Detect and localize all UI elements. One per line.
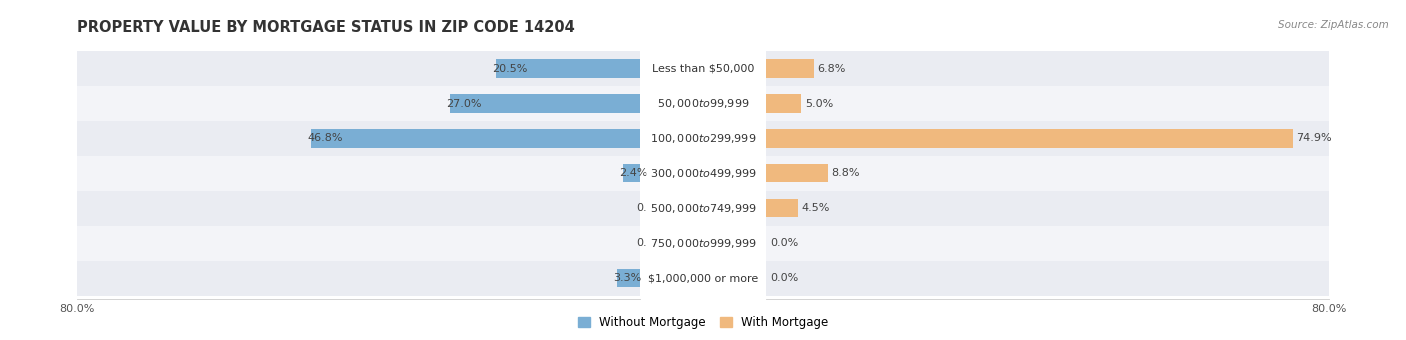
Text: 4.5%: 4.5% <box>801 203 830 213</box>
Text: 2.4%: 2.4% <box>620 168 648 179</box>
Bar <box>77 86 640 121</box>
Bar <box>766 191 1329 226</box>
Bar <box>77 156 640 191</box>
Text: 0.0%: 0.0% <box>637 203 665 213</box>
Text: 0.0%: 0.0% <box>637 238 665 248</box>
Bar <box>617 269 640 287</box>
Text: $500,000 to $749,999: $500,000 to $749,999 <box>650 202 756 215</box>
Text: 8.8%: 8.8% <box>832 168 860 179</box>
Text: $50,000 to $99,999: $50,000 to $99,999 <box>657 97 749 110</box>
Bar <box>623 164 640 183</box>
Bar <box>766 199 799 218</box>
Bar <box>450 95 640 113</box>
Text: 3.3%: 3.3% <box>613 273 641 283</box>
Text: PROPERTY VALUE BY MORTGAGE STATUS IN ZIP CODE 14204: PROPERTY VALUE BY MORTGAGE STATUS IN ZIP… <box>77 20 575 35</box>
Text: Source: ZipAtlas.com: Source: ZipAtlas.com <box>1278 20 1389 30</box>
Text: Less than $50,000: Less than $50,000 <box>652 64 754 73</box>
Text: 0.0%: 0.0% <box>770 273 799 283</box>
Bar <box>77 261 640 296</box>
Text: $100,000 to $299,999: $100,000 to $299,999 <box>650 132 756 145</box>
Bar <box>311 130 640 148</box>
Text: $750,000 to $999,999: $750,000 to $999,999 <box>650 237 756 250</box>
Text: 5.0%: 5.0% <box>806 99 834 108</box>
Legend: Without Mortgage, With Mortgage: Without Mortgage, With Mortgage <box>574 312 832 334</box>
Text: 74.9%: 74.9% <box>1296 134 1331 143</box>
Bar <box>77 121 640 156</box>
Bar <box>766 59 814 78</box>
Text: $300,000 to $499,999: $300,000 to $499,999 <box>650 167 756 180</box>
Bar <box>766 261 1329 296</box>
Bar <box>766 51 1329 86</box>
Bar <box>766 130 1294 148</box>
Text: 20.5%: 20.5% <box>492 64 527 73</box>
Text: 6.8%: 6.8% <box>818 64 846 73</box>
Bar <box>766 86 1329 121</box>
Text: 0.0%: 0.0% <box>770 238 799 248</box>
Bar <box>77 51 640 86</box>
Text: 46.8%: 46.8% <box>308 134 343 143</box>
Text: 27.0%: 27.0% <box>447 99 482 108</box>
Bar <box>77 191 640 226</box>
Bar <box>496 59 640 78</box>
Bar <box>766 226 1329 261</box>
Bar <box>766 164 828 183</box>
Bar <box>766 95 801 113</box>
Bar <box>766 156 1329 191</box>
Bar <box>77 226 640 261</box>
Text: $1,000,000 or more: $1,000,000 or more <box>648 273 758 283</box>
Bar <box>766 121 1329 156</box>
